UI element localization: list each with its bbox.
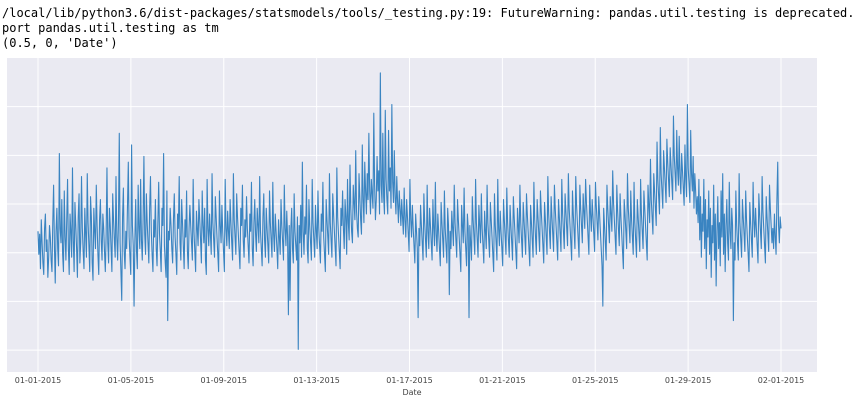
x-tick-labels: 01-01-2015 01-05-2015 01-09-2015 01-13-2015… <box>15 376 805 385</box>
return-value-line: (0.5, 0, 'Date') <box>2 36 118 50</box>
x-tick-label: 01-01-2015 <box>15 376 62 385</box>
x-axis-label: Date <box>402 388 421 397</box>
future-warning-line: /local/lib/python3.6/dist-packages/stats… <box>2 6 859 20</box>
series-line <box>37 72 782 350</box>
x-tick-label: 01-05-2015 <box>108 376 155 385</box>
x-tick-label: 01-25-2015 <box>572 376 619 385</box>
warning-continuation-line: port pandas.util.testing as tm <box>2 21 219 35</box>
x-tick-label: 01-17-2015 <box>386 376 433 385</box>
x-tick-label: 02-01-2015 <box>758 376 805 385</box>
x-tick-label: 01-13-2015 <box>293 376 340 385</box>
line-chart: 01-01-2015 01-05-2015 01-09-2015 01-13-2015… <box>7 58 817 397</box>
x-tick-label: 01-29-2015 <box>665 376 712 385</box>
x-tick-label: 01-09-2015 <box>201 376 248 385</box>
x-tick-label: 01-21-2015 <box>479 376 526 385</box>
